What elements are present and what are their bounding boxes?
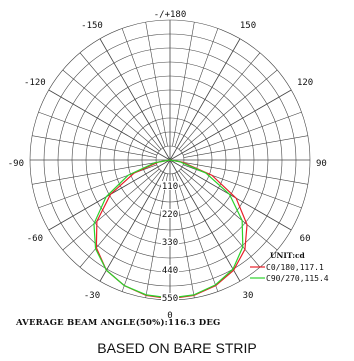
radial-tick: 550	[161, 293, 179, 304]
grid-spoke	[99, 38, 171, 161]
grid-spoke	[145, 22, 168, 147]
radial-tick-labels: 110 220 330 440 550	[161, 181, 179, 304]
intensity-curves	[93, 159, 248, 300]
angle-label: -60	[27, 234, 43, 244]
grid-spoke	[32, 162, 157, 185]
grid-spoke	[172, 173, 195, 298]
angle-label: 30	[243, 291, 254, 301]
grid-spoke	[178, 170, 261, 268]
grid-spoke	[169, 159, 292, 231]
radial-tick-bg	[161, 237, 179, 246]
grid-spoke	[172, 22, 195, 147]
grid-spoke	[32, 135, 157, 158]
polar-candela-chart: -/+180 150 120 90 60 30 0 -30 -60 -90 -120 -150 110…	[8, 10, 329, 328]
grid-spoke	[79, 170, 162, 268]
unit-label: UNIT:cd	[270, 251, 306, 260]
angle-label: 90	[316, 159, 327, 169]
grid-spoke	[183, 111, 302, 156]
grid-spoke	[62, 168, 160, 251]
radial-tick: 440	[161, 265, 179, 276]
radial-tick-bg	[161, 209, 179, 218]
grid-spoke	[183, 135, 308, 158]
grid-spoke	[169, 89, 292, 161]
angle-label: -/+180	[154, 10, 187, 20]
grid-spoke	[180, 69, 278, 152]
angle-label: 120	[297, 78, 313, 88]
beam-angle-annotation: AVERAGE BEAM ANGLE(50%):116.3 DEG	[15, 317, 220, 328]
radial-tick-bg	[161, 293, 179, 302]
angle-label: -90	[8, 159, 24, 169]
radial-tick-label: 440	[162, 266, 178, 276]
grid-spoke	[121, 28, 166, 147]
radial-tick-label: 110	[162, 182, 178, 192]
angle-label: -120	[24, 78, 46, 88]
grid-spoke	[180, 168, 278, 251]
radial-tick: 330	[161, 237, 179, 248]
grid-spoke	[62, 69, 160, 152]
angle-label: 150	[240, 21, 256, 31]
series-line	[95, 159, 248, 300]
angle-label: -30	[84, 291, 100, 301]
radial-tick-label: 220	[162, 210, 178, 220]
grid-spoke	[48, 89, 171, 161]
angle-label: -150	[81, 21, 103, 31]
caption: BASED ON BARE STRIP	[97, 340, 257, 356]
grid-spoke	[79, 52, 162, 150]
radial-tick-bg	[161, 265, 179, 274]
grid-spoke	[174, 173, 219, 292]
radial-tick: 220	[161, 209, 179, 220]
grid-spoke	[178, 52, 261, 150]
grid-spoke	[169, 159, 241, 282]
grid-spoke	[174, 28, 219, 147]
radial-tick: 110	[161, 181, 179, 192]
grid-spoke	[99, 159, 171, 282]
radial-tick-label: 330	[162, 238, 178, 248]
grid-spoke	[183, 162, 308, 185]
angle-label: 60	[300, 234, 311, 244]
grid-spoke	[48, 159, 171, 231]
legend-entry: C0/180,117.1	[266, 263, 324, 272]
angle-labels: -/+180 150 120 90 60 30 0 -30 -60 -90 -120 -150	[8, 10, 327, 321]
grid-spoke	[38, 111, 157, 156]
series-line	[93, 159, 244, 299]
radial-tick-label: 550	[162, 294, 178, 304]
grid-spoke	[121, 173, 166, 292]
legend-entry: C90/270,115.4	[266, 274, 329, 283]
angle-label: 0	[167, 311, 172, 321]
grid-spoke	[145, 173, 168, 298]
legend: UNIT:cd C0/180,117.1 C90/270,115.4	[250, 251, 329, 283]
grid-spoke	[169, 38, 241, 161]
radial-tick-bg	[161, 181, 179, 190]
